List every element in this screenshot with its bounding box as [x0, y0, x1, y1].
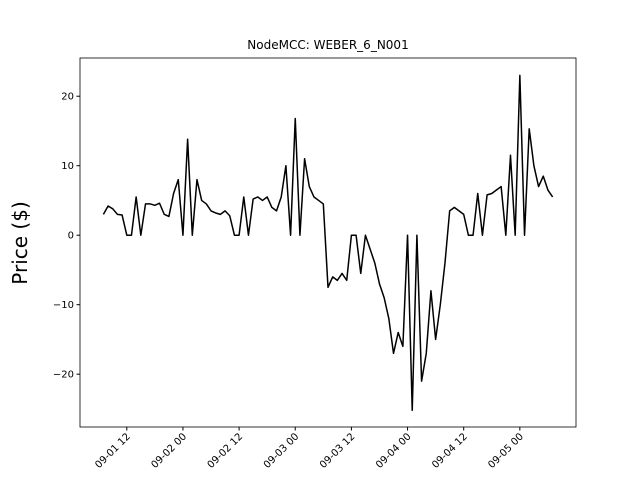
price-line	[102, 74, 554, 412]
x-tick-label: 09-05 00	[486, 431, 526, 471]
chart-title: NodeMCC: WEBER_6_N001	[247, 38, 408, 52]
y-tick-label: −10	[53, 300, 74, 311]
x-tick-label: 09-03 12	[318, 431, 358, 471]
y-tick-label: 10	[61, 161, 74, 172]
y-axis-label: Price ($)	[8, 201, 32, 284]
x-tick-label: 09-04 00	[374, 431, 414, 471]
x-tick-label: 09-02 12	[206, 431, 246, 471]
y-tick-label: −20	[53, 370, 74, 381]
x-tick-label: 09-03 00	[262, 431, 302, 471]
y-tick-label: 0	[68, 231, 74, 242]
x-tick-label: 09-01 12	[93, 431, 133, 471]
plot-frame	[79, 57, 577, 428]
x-tick-label: 09-04 12	[430, 431, 470, 471]
y-tick-label: 20	[61, 92, 74, 103]
x-tick-label: 09-02 00	[149, 431, 189, 471]
